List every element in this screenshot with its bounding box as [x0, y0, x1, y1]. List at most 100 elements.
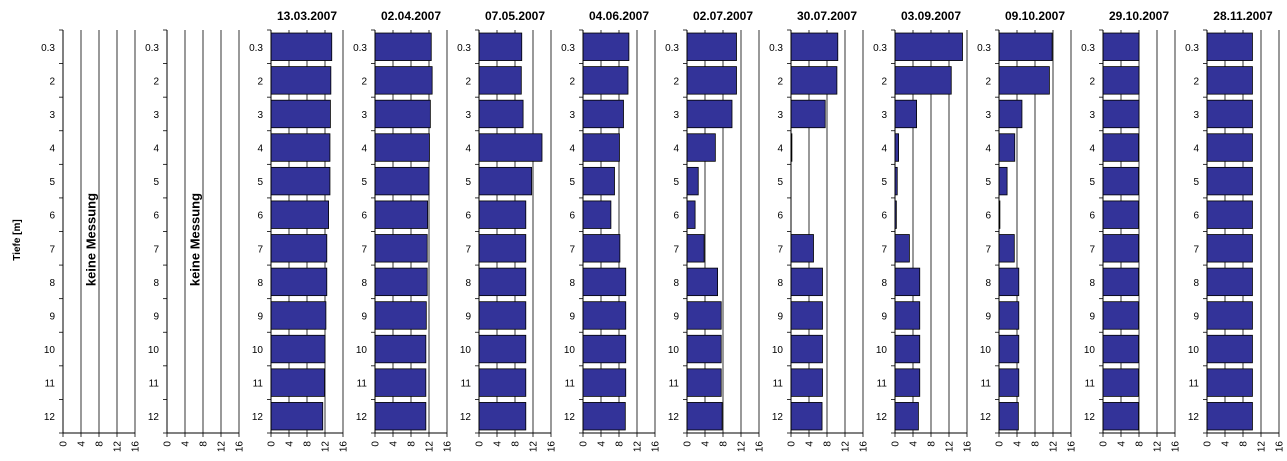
bar	[374, 267, 428, 297]
y-tick-label: 9	[49, 311, 55, 322]
y-tick-label: 9	[153, 311, 159, 322]
panel-3: 13.03.2007 0.3 2 3 4 5 6 7 8 9 10 11 12 0 4 8 12 16	[249, 9, 349, 452]
y-tick-label: 2	[881, 76, 887, 87]
y-tick-label: 6	[153, 211, 159, 222]
x-tick-label: 4	[1013, 441, 1024, 447]
bar	[582, 32, 630, 61]
panel-7: 02.07.2007 0.3 2 3 4 5 6 7 8 9 10 11 12 0 4 8 12 16	[665, 9, 765, 452]
y-tick-label: 4	[1193, 144, 1199, 155]
bar	[478, 66, 522, 95]
bar	[270, 133, 331, 162]
y-tick-label: 6	[881, 211, 887, 222]
bar	[1206, 99, 1253, 129]
y-tick-label: 7	[465, 244, 471, 255]
bar	[374, 301, 427, 330]
y-tick-label: 4	[569, 144, 575, 155]
x-tick-label: 0	[579, 441, 590, 447]
y-tick-label: 4	[777, 144, 783, 155]
y-tick-label: 5	[777, 177, 783, 188]
panel-11: 29.10.2007 0.3 2 3 4 5 6 7 8 9 10 11 12 0 4 8 12 16	[1081, 9, 1181, 452]
bar	[582, 166, 615, 196]
x-tick-label: 16	[651, 441, 662, 453]
y-axis-label: Tiefe [m]	[12, 219, 23, 261]
y-tick-label: 0.3	[145, 43, 159, 54]
panel-title: 02.07.2007	[693, 9, 753, 23]
panel-9: 03.09.2007 0.3 2 3 4 5 6 7 8 9 10 11 12 0 4 8 12 16	[873, 9, 973, 452]
y-tick-label: 0.3	[353, 43, 367, 54]
y-tick-label: 2	[49, 76, 55, 87]
bar	[1102, 267, 1139, 297]
bar	[1102, 234, 1139, 263]
bar	[686, 66, 737, 95]
bar	[790, 267, 823, 297]
x-tick-label: 4	[77, 441, 88, 447]
x-tick-label: 8	[303, 441, 314, 447]
panel-note: keine Messung	[187, 193, 202, 286]
x-tick-label: 16	[1275, 441, 1286, 453]
x-tick-label: 8	[407, 441, 418, 447]
bar	[998, 334, 1020, 364]
panel-title: 30.07.2007	[797, 9, 857, 23]
y-tick-label: 6	[257, 211, 263, 222]
y-tick-label: 8	[777, 278, 783, 289]
bar	[1206, 200, 1253, 229]
y-tick-label: 4	[361, 144, 367, 155]
y-tick-label: 11	[357, 379, 368, 390]
y-tick-label: 11	[669, 379, 680, 390]
x-tick-label: 0	[787, 441, 798, 447]
bar	[270, 99, 331, 129]
x-tick-label: 8	[1031, 441, 1042, 447]
y-tick-label: 12	[1084, 412, 1096, 423]
y-tick-label: 3	[465, 110, 471, 121]
panel-title: 04.06.2007	[589, 9, 649, 23]
bar	[270, 200, 329, 229]
x-tick-label: 12	[1153, 441, 1164, 453]
y-tick-label: 8	[49, 278, 55, 289]
panel-12: 28.11.2007 0.3 2 3 4 5 6 7 8 9 10 11 12 0 4 8 12 16	[1185, 9, 1285, 452]
y-tick-label: 5	[257, 177, 263, 188]
bar	[790, 402, 823, 431]
y-tick-label: 5	[465, 177, 471, 188]
bar	[270, 234, 328, 263]
x-tick-label: 12	[945, 441, 956, 453]
bar	[478, 32, 523, 61]
y-tick-label: 9	[881, 311, 887, 322]
x-tick-label: 16	[1067, 441, 1078, 453]
y-tick-label: 6	[673, 211, 679, 222]
x-tick-label: 0	[267, 441, 278, 447]
y-tick-label: 9	[361, 311, 367, 322]
x-tick-label: 4	[1117, 441, 1128, 447]
x-tick-label: 16	[755, 441, 766, 453]
y-tick-label: 9	[569, 311, 575, 322]
y-tick-label: 10	[148, 345, 160, 356]
bar	[686, 402, 723, 431]
y-tick-label: 7	[1089, 244, 1095, 255]
x-tick-label: 16	[1171, 441, 1182, 453]
y-tick-label: 9	[985, 311, 991, 322]
x-tick-label: 16	[235, 441, 246, 453]
y-tick-label: 3	[49, 110, 55, 121]
y-tick-label: 4	[257, 144, 263, 155]
y-tick-label: 8	[257, 278, 263, 289]
bar	[374, 368, 427, 397]
bar	[686, 166, 699, 196]
panel-title: 28.11.2007	[1213, 9, 1273, 23]
panel-title: 03.09.2007	[901, 9, 961, 23]
y-tick-label: 2	[257, 76, 263, 87]
bar	[582, 334, 627, 364]
bar	[894, 334, 921, 364]
x-tick-label: 16	[963, 441, 974, 453]
bar	[1102, 368, 1139, 397]
bar	[998, 32, 1053, 61]
bar	[1206, 334, 1253, 364]
x-tick-label: 0	[1203, 441, 1214, 447]
y-tick-label: 5	[1089, 177, 1095, 188]
y-tick-label: 4	[465, 144, 471, 155]
x-tick-label: 4	[493, 441, 504, 447]
x-tick-label: 16	[859, 441, 870, 453]
y-tick-label: 11	[877, 379, 888, 390]
y-tick-label: 0.3	[665, 43, 679, 54]
y-tick-label: 12	[460, 412, 472, 423]
bar	[998, 99, 1023, 129]
